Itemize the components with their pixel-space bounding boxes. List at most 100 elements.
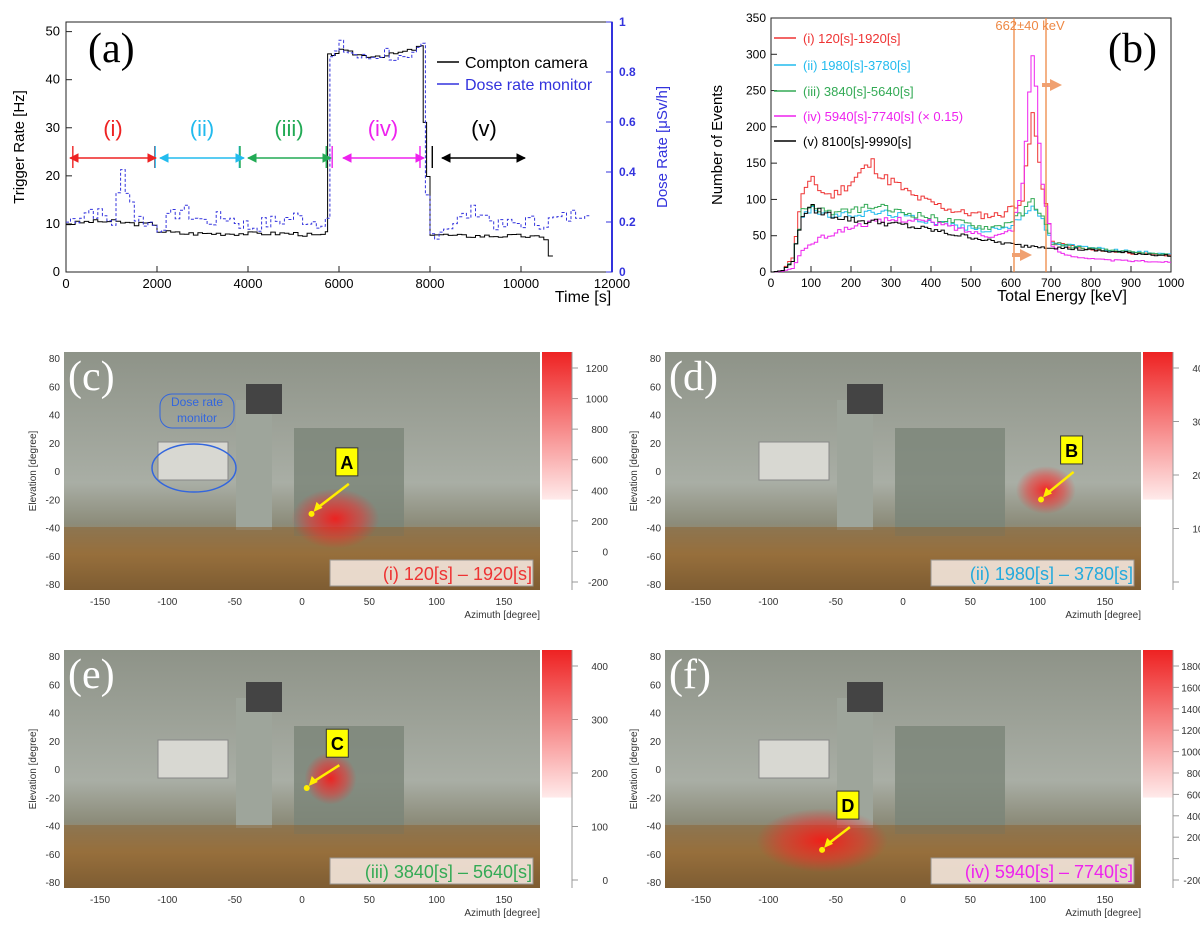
scale-tick-label: 600 bbox=[591, 456, 608, 467]
legend-a: Compton camera Dose rate monitor bbox=[437, 55, 593, 94]
legend-b-iv: (iv) 5940[s]-7740[s] (× 0.15) bbox=[803, 109, 963, 124]
marker-label: C bbox=[331, 734, 344, 754]
azim-tick-label: 0 bbox=[900, 895, 906, 906]
ylabel-left-a: Trigger Rate [Hz] bbox=[11, 90, 28, 204]
window-arrow-left-icon bbox=[1012, 249, 1032, 261]
x-tick-label-b: 700 bbox=[1041, 276, 1061, 290]
scale-tick-label: 14000 bbox=[1181, 705, 1200, 716]
monitor-label: Dose rate bbox=[171, 395, 223, 409]
azim-tick-label: 50 bbox=[965, 597, 977, 608]
caption-box bbox=[329, 559, 534, 587]
marker-box bbox=[1060, 435, 1084, 465]
legend-b-ii: (ii) 1980[s]-3780[s] bbox=[803, 58, 911, 73]
hotspot bbox=[304, 752, 357, 805]
elev-label: Elevation [degree] bbox=[629, 728, 640, 809]
azim-tick-label: -50 bbox=[227, 597, 242, 608]
y-tick-left-label-a: 0 bbox=[53, 264, 60, 279]
monitor-label: monitor bbox=[177, 411, 217, 425]
scale-tick-label: 18000 bbox=[1181, 662, 1200, 673]
x-tick-label-a: 0 bbox=[62, 276, 69, 291]
elev-tick-label: -20 bbox=[46, 495, 61, 506]
x-tick-label-b: 500 bbox=[961, 276, 981, 290]
color-scale bbox=[1143, 650, 1173, 798]
elev-tick-label: 0 bbox=[54, 765, 60, 776]
interval-v-label: (v) bbox=[471, 116, 497, 141]
xlabel-a: Time [s] bbox=[555, 289, 611, 306]
azim-tick-label: -150 bbox=[691, 895, 711, 906]
elev-tick-label: 40 bbox=[49, 709, 61, 720]
room-desk-area bbox=[895, 428, 1005, 536]
y-tick-left-label-a: 50 bbox=[46, 24, 60, 39]
elev-tick-label: 80 bbox=[650, 652, 662, 663]
elev-tick-label: 0 bbox=[655, 765, 661, 776]
scale-tick-label: 4000 bbox=[1187, 812, 1200, 823]
elev-tick-label: -40 bbox=[46, 524, 61, 535]
azim-tick-label: -100 bbox=[758, 597, 778, 608]
caption-box bbox=[329, 857, 534, 885]
marker-arrow-head-icon bbox=[824, 837, 834, 848]
elev-label: Elevation [degree] bbox=[28, 728, 39, 809]
hotspot bbox=[291, 488, 380, 549]
azim-label: Azimuth [degree] bbox=[464, 908, 540, 919]
color-scale bbox=[542, 650, 572, 798]
window-arrow-right-icon bbox=[1042, 79, 1062, 91]
xlabel-b: Total Energy [keV] bbox=[997, 288, 1127, 305]
scale-tick-label: -2000 bbox=[1183, 876, 1200, 887]
scale-tick-label: 300 bbox=[591, 716, 608, 727]
elev-tick-label: -20 bbox=[46, 793, 61, 804]
elev-tick-label: 40 bbox=[650, 411, 662, 422]
panel-letter-b: (b) bbox=[1108, 26, 1157, 72]
color-scale bbox=[542, 352, 572, 500]
caption-box bbox=[930, 857, 1135, 885]
monitor-circle bbox=[151, 443, 237, 493]
azim-tick-label: 100 bbox=[1029, 895, 1046, 906]
air-conditioner bbox=[758, 441, 830, 481]
scale-tick-label: 16000 bbox=[1181, 683, 1200, 694]
elev-tick-label: 20 bbox=[650, 439, 662, 450]
elev-tick-label: -60 bbox=[46, 850, 61, 861]
panel-e: C(e)(iii) 3840[s] – 5640[s]806040200-20-… bbox=[28, 650, 608, 919]
elev-tick-label: 60 bbox=[650, 680, 662, 691]
elev-tick-label: -80 bbox=[647, 580, 662, 591]
legend-b-i: (i) 120[s]-1920[s] bbox=[803, 31, 901, 46]
y-tick-left-label-a: 40 bbox=[46, 72, 60, 87]
y-tick-left-label-a: 20 bbox=[46, 168, 60, 183]
panel-a: 0 2000 4000 6000 8000 10000 120000102030405000… bbox=[11, 15, 671, 306]
azim-tick-label: -50 bbox=[828, 895, 843, 906]
scale-tick-label: 1200 bbox=[586, 364, 609, 375]
x-tick-label-b: 0 bbox=[768, 276, 775, 290]
scale-tick-label: 400 bbox=[1192, 364, 1200, 375]
caption-d: (ii) 1980[s] – 3780[s] bbox=[970, 564, 1133, 584]
elev-tick-label: -40 bbox=[46, 822, 61, 833]
window-label: 662±40 keV bbox=[995, 18, 1065, 33]
scale-tick-label: 200 bbox=[591, 769, 608, 780]
scale-tick-label: 100 bbox=[1192, 525, 1200, 536]
scale-tick-label: 6000 bbox=[1187, 790, 1200, 801]
x-tick-label-b: 800 bbox=[1081, 276, 1101, 290]
source-dot bbox=[308, 510, 315, 517]
x-ticks-a: 0 2000 4000 6000 8000 10000 120000102030405000… bbox=[46, 15, 636, 291]
legend-monitor: Dose rate monitor bbox=[465, 77, 593, 94]
source-dot bbox=[303, 785, 310, 792]
elev-tick-label: 20 bbox=[650, 737, 662, 748]
air-conditioner bbox=[157, 739, 229, 779]
elev-tick-label: -40 bbox=[647, 822, 662, 833]
azim-tick-label: 0 bbox=[299, 597, 305, 608]
x-tick-label-b: 300 bbox=[881, 276, 901, 290]
elev-tick-label: 80 bbox=[49, 354, 61, 365]
y-tick-left-label-a: 10 bbox=[46, 216, 60, 231]
caption-f: (iv) 5940[s] – 7740[s] bbox=[965, 862, 1133, 882]
azim-tick-label: 100 bbox=[1029, 597, 1046, 608]
elev-tick-label: 0 bbox=[655, 467, 661, 478]
y-tick-label-b: 50 bbox=[753, 229, 767, 243]
monitor-label-box bbox=[159, 393, 235, 429]
room-pillar bbox=[837, 400, 873, 530]
x-tick-label-b: 1000 bbox=[1158, 276, 1185, 290]
source-dot bbox=[1038, 496, 1045, 503]
ylabel-right-a: Dose Rate [μSv/h] bbox=[654, 86, 671, 208]
y-tick-label-b: 150 bbox=[746, 156, 766, 170]
legend-b-v: (v) 8100[s]-9990[s] bbox=[803, 134, 911, 149]
x-tick-label-a: 12000 bbox=[594, 276, 630, 291]
series-a bbox=[66, 39, 590, 257]
ceiling-vent bbox=[246, 682, 282, 712]
